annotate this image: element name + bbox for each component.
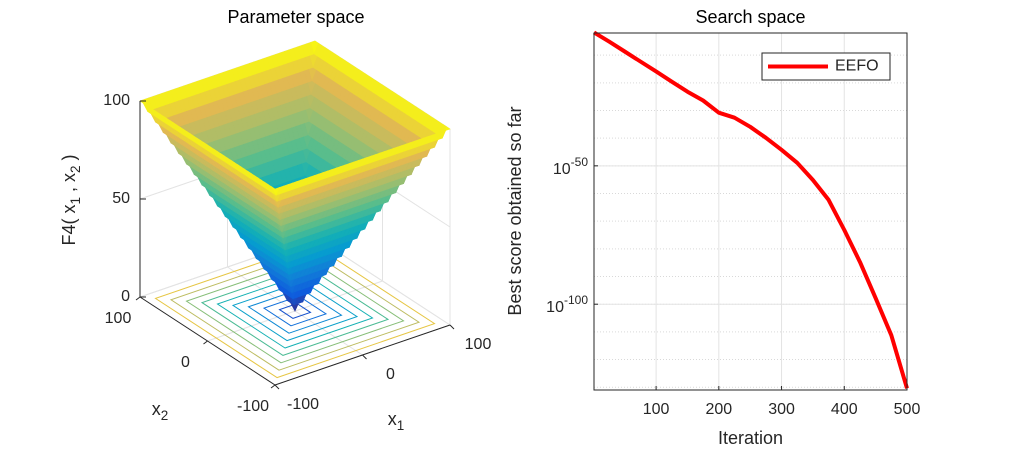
x-tick-label: 400	[831, 401, 858, 418]
surface	[139, 40, 451, 312]
x-tick-label: 200	[705, 401, 732, 418]
x-tick-label: 0	[386, 366, 395, 383]
x-axis-label: x1​	[388, 409, 405, 433]
tick-mark	[449, 324, 455, 330]
x-tick-label: 500	[894, 401, 921, 418]
tick-mark	[203, 340, 208, 345]
y-tick-label: 10-50	[553, 155, 588, 178]
surface-patch	[270, 185, 280, 196]
x-tick-label: 300	[768, 401, 795, 418]
y-tick-label: 10-100	[546, 293, 588, 316]
chart-title: Parameter space	[227, 7, 364, 27]
y-axis-label: Best score obtained so far	[505, 106, 525, 315]
chart-title: Search space	[695, 7, 805, 27]
x-tick-label: 100	[643, 401, 670, 418]
y-tick-label: 100	[105, 310, 132, 327]
z-tick-label: 0	[121, 288, 130, 305]
tick-mark	[135, 296, 141, 301]
tick-mark	[362, 354, 367, 360]
x-axis-label: Iteration	[718, 428, 783, 448]
y-axis-label: x2​	[152, 399, 169, 423]
y-tick-label: -100	[237, 398, 269, 415]
plot-area	[594, 33, 907, 390]
legend-label: EEFO	[835, 58, 879, 75]
tick-mark	[274, 384, 280, 390]
axes-box	[593, 32, 908, 391]
x-tick-label: -100	[287, 396, 319, 413]
x-tick-label: 100	[465, 336, 492, 353]
z-tick-label: 50	[112, 190, 130, 207]
line-series	[592, 30, 909, 389]
z-tick-label: 100	[103, 92, 130, 109]
y-tick-label: 0	[181, 354, 190, 371]
z-axis-label: F4( x1​ , x2​ )	[59, 154, 83, 245]
tick-mark	[270, 384, 276, 389]
